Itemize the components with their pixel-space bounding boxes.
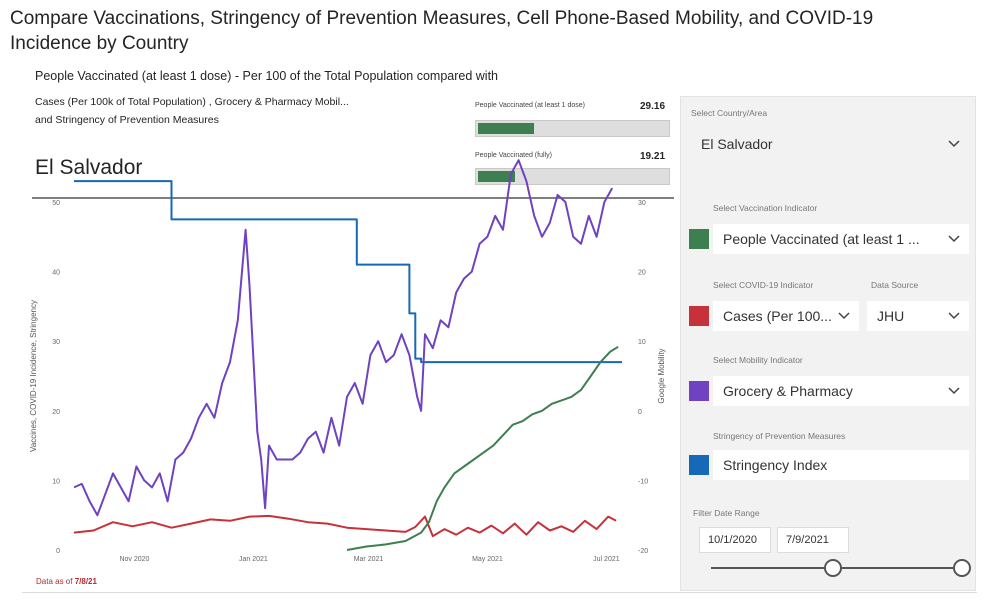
source-label: Data Source: [871, 280, 919, 290]
right-axis-tick-label: 20: [638, 270, 646, 277]
chart-card: People Vaccinated (at least 1 dose) - Pe…: [22, 60, 677, 595]
mobility-dropdown[interactable]: Grocery & Pharmacy: [713, 376, 969, 406]
left-axis-tick-label: 10: [52, 478, 60, 485]
line-chart: 0 10 20 30 40 50 -20 -10 0 10 20 30 Nov 2020 Jan 2021…: [29, 159, 674, 563]
x-axis-tick-label: Mar 2021: [354, 556, 384, 563]
chart-subtitle-line1: Cases (Per 100k of Total Population) , G…: [35, 96, 349, 108]
data-as-of-date: 7/8/21: [74, 577, 97, 586]
end-date-input[interactable]: 7/9/2021: [777, 527, 849, 553]
date-slider-start-handle[interactable]: [824, 559, 842, 577]
kpi-bar-one-dose: [475, 120, 670, 137]
vacc-label: Select Vaccination Indicator: [713, 203, 818, 213]
country-heading: El Salvador: [35, 156, 143, 179]
left-axis-tick-label: 0: [56, 548, 60, 555]
stringency-label: Stringency of Prevention Measures: [713, 431, 846, 441]
date-range-label: Filter Date Range: [693, 508, 760, 518]
vaccination-dropdown-value: People Vaccinated (at least 1 ...: [723, 231, 920, 247]
mobility-label: Select Mobility Indicator: [713, 355, 803, 365]
covid-dropdown-value: Cases (Per 100...: [723, 308, 832, 324]
kpi-fill-one-dose: [478, 123, 534, 134]
source-dropdown-value: JHU: [877, 308, 905, 324]
series-line-stringency-index: [74, 180, 622, 364]
country-dropdown[interactable]: El Salvador: [691, 129, 969, 159]
filter-panel: Select Country/Area El Salvador Select V…: [680, 96, 976, 591]
mobility-color-swatch: [689, 381, 709, 401]
chevron-down-icon: [948, 235, 960, 243]
right-axis-tick-label: 10: [638, 339, 646, 346]
x-axis-tick-label: Jan 2021: [239, 556, 268, 563]
vaccination-color-swatch: [689, 229, 709, 249]
country-label: Select Country/Area: [691, 108, 768, 118]
data-as-of-note: Data as of 7/8/21: [36, 577, 97, 586]
right-axis-tick-label: 0: [638, 409, 642, 416]
stringency-field-value: Stringency Index: [723, 457, 828, 473]
source-dropdown[interactable]: JHU: [867, 301, 969, 331]
x-axis-tick-label: May 2021: [472, 556, 503, 563]
covid-color-swatch: [689, 306, 709, 326]
mobility-dropdown-value: Grocery & Pharmacy: [723, 383, 853, 399]
series-line-grocery-pharmacy: [73, 159, 614, 517]
vaccination-dropdown[interactable]: People Vaccinated (at least 1 ...: [713, 224, 969, 254]
chart-subtitle-line2: and Stringency of Prevention Measures: [35, 114, 219, 126]
country-dropdown-value: El Salvador: [701, 136, 773, 152]
left-axis-tick-label: 50: [52, 200, 60, 207]
left-axis-tick-label: 30: [52, 339, 60, 346]
chevron-down-icon: [838, 312, 850, 320]
right-axis-tick-label: 30: [638, 200, 646, 207]
x-axis-tick-label: Jul 2021: [593, 556, 620, 563]
kpi-label-fully: People Vaccinated (fully): [475, 152, 552, 159]
chevron-down-icon: [948, 140, 960, 148]
kpi-value-one-dose: 29.16: [640, 101, 666, 112]
left-axis-tick-label: 20: [52, 409, 60, 416]
data-as-of-label: Data as of: [36, 577, 73, 586]
covid-label: Select COVID-19 Indicator: [713, 280, 814, 290]
page-title: Compare Vaccinations, Stringency of Prev…: [10, 8, 874, 54]
stringency-field: Stringency Index: [713, 450, 969, 480]
kpi-fill-fully: [478, 171, 515, 182]
x-axis-tick-label: Nov 2020: [119, 556, 149, 563]
kpi-value-fully: 19.21: [640, 151, 666, 162]
left-axis-tick-label: 40: [52, 270, 60, 277]
chevron-down-icon: [948, 387, 960, 395]
bottom-divider: [22, 592, 977, 593]
kpi-label-one-dose: People Vaccinated (at least 1 dose): [475, 102, 585, 109]
right-axis-title: Google Mobility: [657, 348, 666, 403]
series-line-cases-per-100k: [73, 514, 617, 538]
chart-subtitle: Cases (Per 100k of Total Population) , G…: [35, 93, 455, 129]
chart-title: People Vaccinated (at least 1 dose) - Pe…: [35, 69, 499, 83]
right-axis-tick-label: -10: [638, 478, 648, 485]
stringency-color-swatch: [689, 455, 709, 475]
date-slider-end-handle[interactable]: [953, 559, 971, 577]
chevron-down-icon: [948, 312, 960, 320]
right-axis-tick-label: -20: [638, 548, 648, 555]
covid-dropdown[interactable]: Cases (Per 100...: [713, 301, 859, 331]
series-line-people-vaccinated-at-least-1-dose: [346, 345, 619, 551]
left-axis-title: Vaccines, COVID-19 Incidence, Stringency: [29, 300, 38, 452]
start-date-input[interactable]: 10/1/2020: [699, 527, 771, 553]
